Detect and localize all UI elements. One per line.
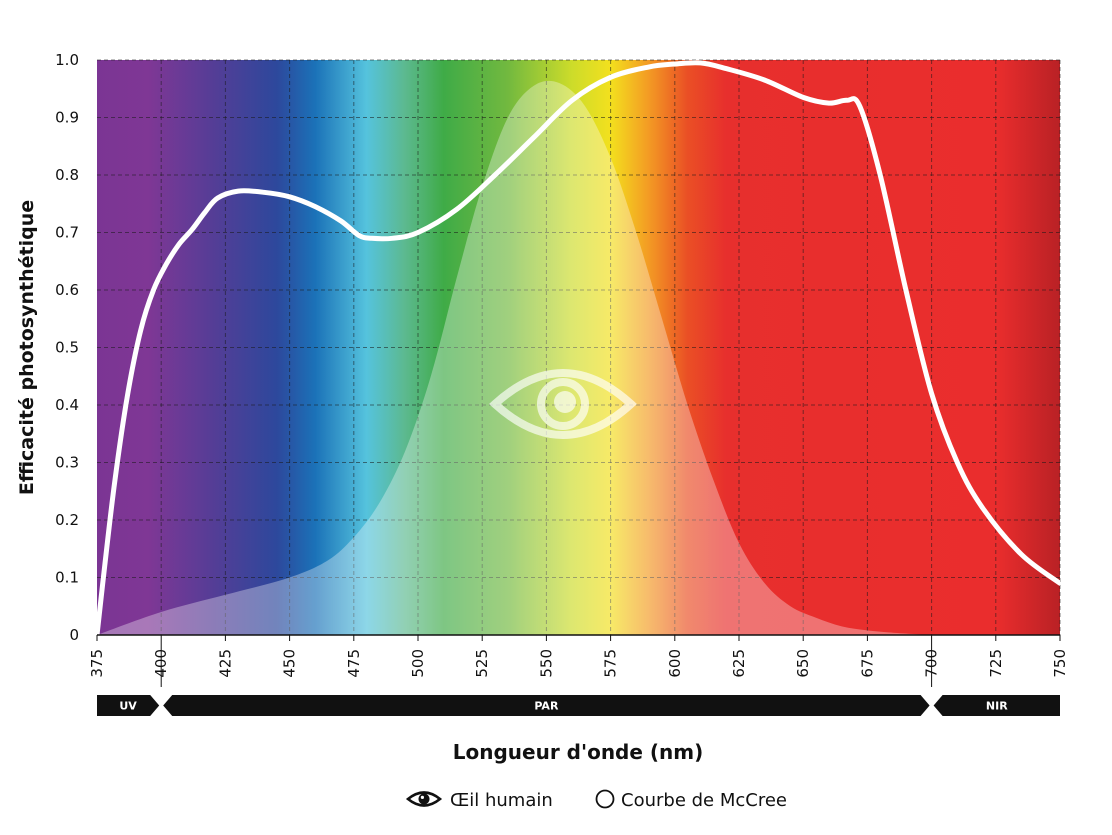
eye-icon-outline <box>489 369 637 439</box>
legend: Œil humain Courbe de McCree <box>405 789 787 811</box>
band-uv <box>97 695 160 716</box>
y-tick-label: 0.3 <box>55 454 79 472</box>
legend-eye-icon-outline <box>405 791 443 807</box>
grid-lines <box>97 59 1061 635</box>
y-tick-label: 0.4 <box>55 396 79 414</box>
x-tick-label: 600 <box>666 649 684 678</box>
eye-icon-iris <box>537 378 589 430</box>
band-nir <box>933 695 1060 716</box>
series-area-oeil-humain <box>97 80 932 635</box>
wavelength-bands: UV PAR NIR <box>97 641 1060 716</box>
x-tick-label: 450 <box>281 649 299 678</box>
x-tick-label: 550 <box>537 649 555 678</box>
band-label-uv: UV <box>119 700 137 713</box>
y-tick-label: 0.5 <box>55 339 79 357</box>
y-tick-label: 0.9 <box>55 109 79 127</box>
band-par <box>163 695 930 716</box>
y-tick-label: 0.1 <box>55 569 79 587</box>
y-axis-label: Efficacité photosynthétique <box>16 200 38 495</box>
x-tick-label: 475 <box>345 649 363 678</box>
y-tick-label: 0.8 <box>55 166 79 184</box>
x-tick-label: 375 <box>88 649 106 678</box>
band-label-nir: NIR <box>986 700 1008 713</box>
x-tick-label: 650 <box>794 649 812 678</box>
legend-eye-icon-iris <box>418 793 430 805</box>
legend-circle-outline-icon <box>595 789 615 809</box>
legend-label-oeil-humain: Œil humain <box>450 790 553 811</box>
legend-label-courbe-de-mccree: Courbe de McCree <box>621 790 787 811</box>
eye-icon-pupil <box>554 391 576 413</box>
x-axis-ticks: 375 400 425 450 475 500 525 550 575 600 625 650 675 7… <box>88 635 1069 678</box>
legend-eye-icon <box>405 791 443 807</box>
x-tick-label: 425 <box>216 649 234 678</box>
x-tick-label: 500 <box>409 649 427 678</box>
x-tick-label: 625 <box>730 649 748 678</box>
y-tick-label: 0.6 <box>55 281 79 299</box>
series-line-courbe-de-mccree <box>97 60 1060 635</box>
plot-area <box>97 59 1061 636</box>
x-tick-label: 525 <box>473 649 491 678</box>
band-label-par: PAR <box>534 700 559 713</box>
x-tick-label: 675 <box>858 649 876 678</box>
x-tick-label: 750 <box>1051 649 1069 678</box>
eye-icon <box>489 369 637 439</box>
y-axis-ticks: 0 0.1 0.2 0.3 0.4 0.5 0.6 0.7 0.8 0.9 1.0 <box>55 51 79 644</box>
spectrum-background <box>97 60 1060 635</box>
x-axis-label: Longueur d'onde (nm) <box>453 740 704 764</box>
x-tick-label: 725 <box>987 649 1005 678</box>
y-tick-label: 0.7 <box>55 224 79 242</box>
x-tick-label: 575 <box>602 649 620 678</box>
y-tick-label: 1.0 <box>55 51 79 69</box>
y-tick-label: 0.2 <box>55 511 79 529</box>
legend-eye-icon-highlight <box>420 795 424 799</box>
y-tick-label: 0 <box>69 626 79 644</box>
